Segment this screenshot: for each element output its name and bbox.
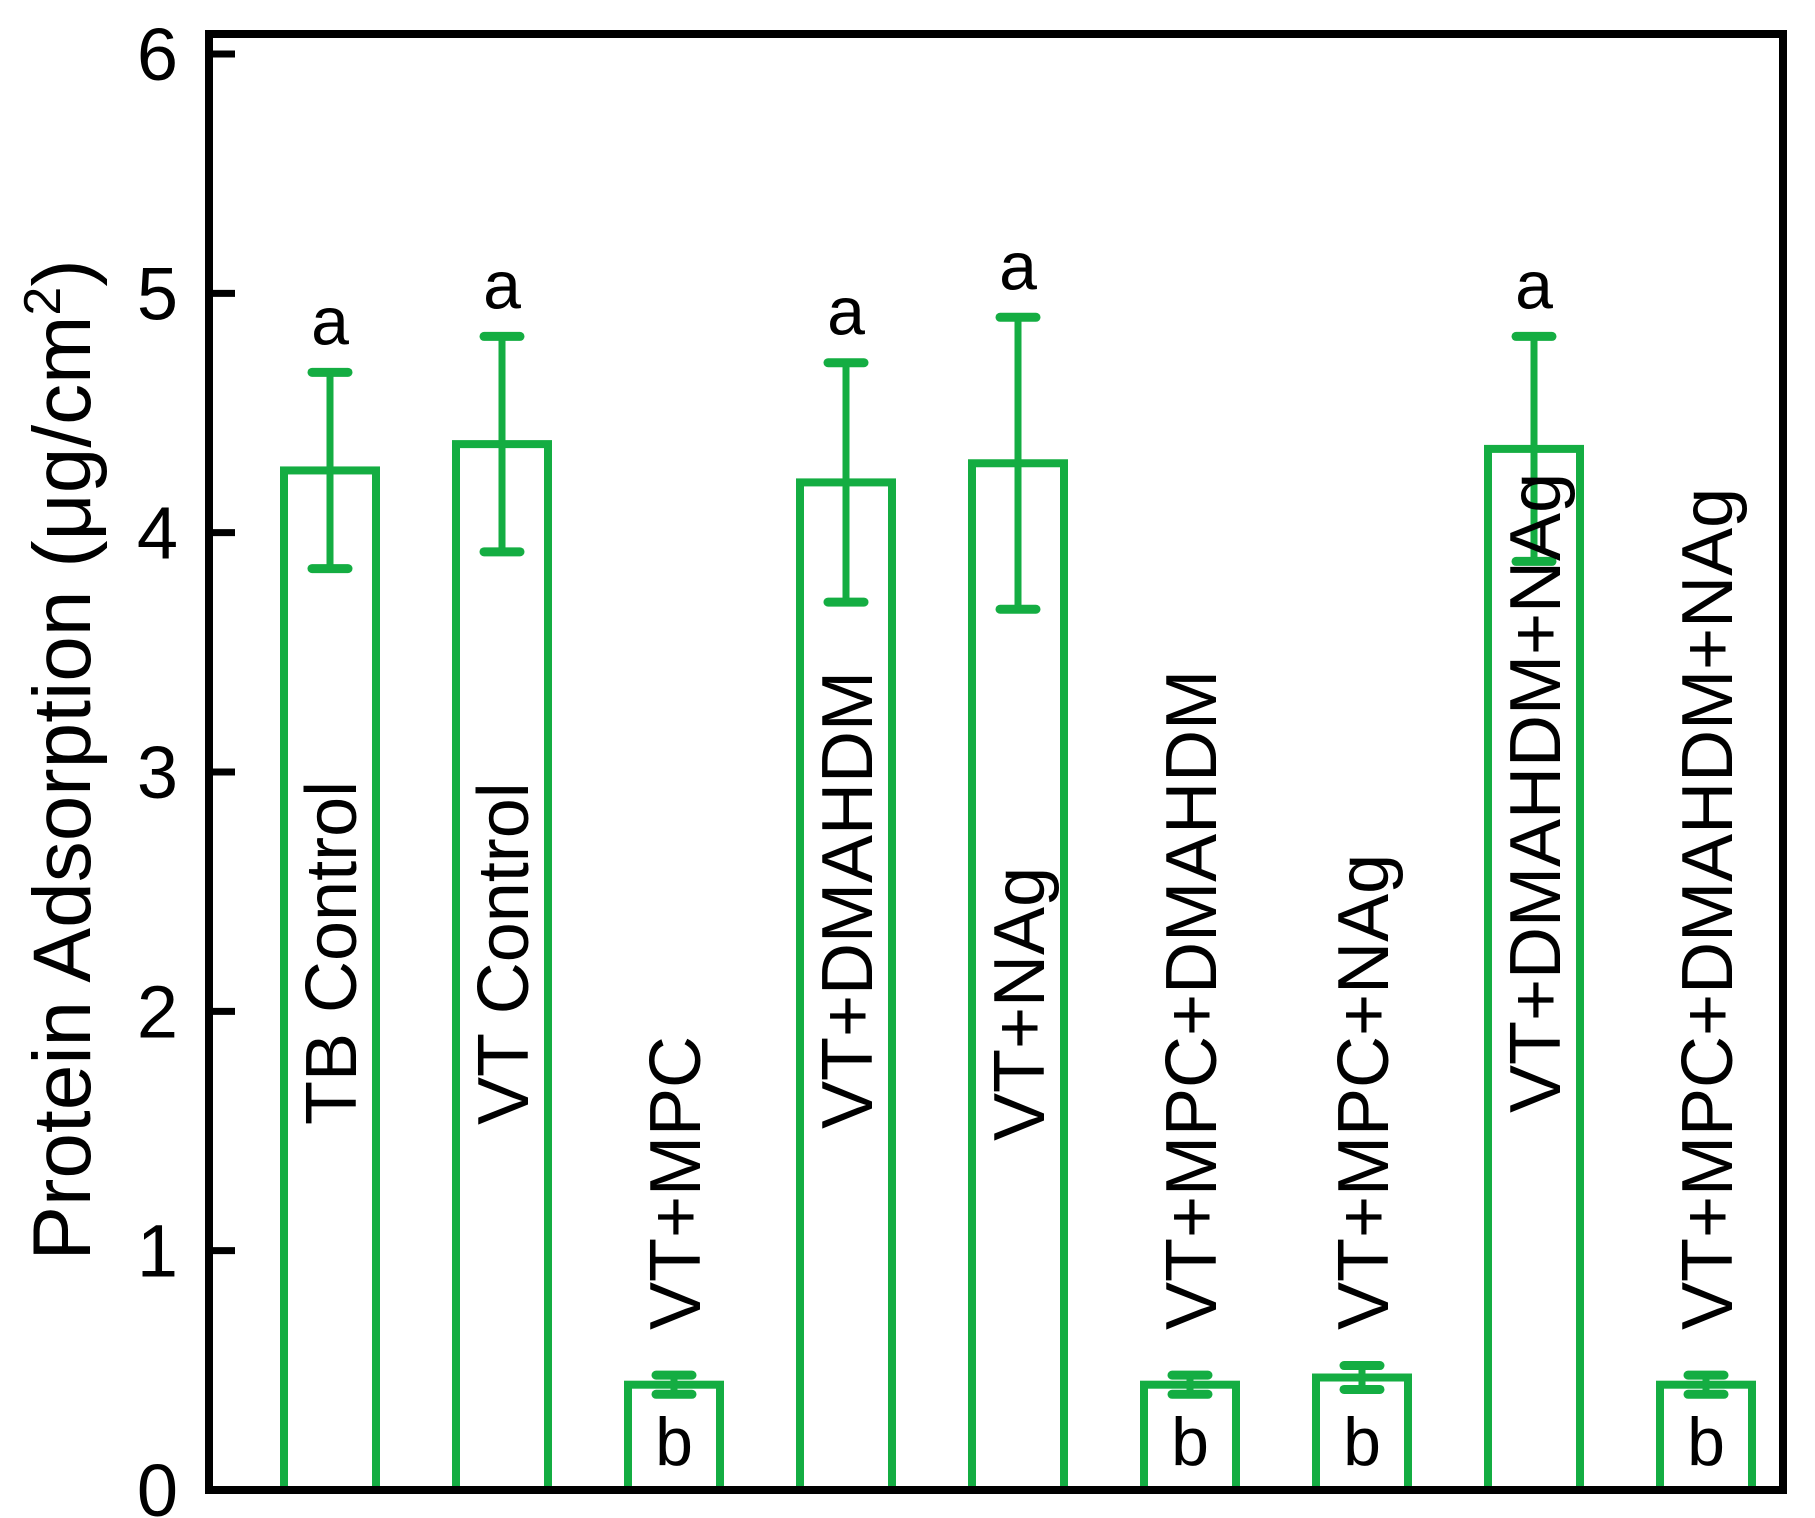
significance-label: a (1515, 247, 1553, 323)
y-axis-label: Protein Adsorption (μg/cm2) (14, 259, 108, 1260)
y-tick-label: 3 (137, 731, 178, 814)
y-axis-label-main: Protein Adsorption (μg/cm (17, 316, 108, 1261)
category-label: VT+NAg (980, 867, 1060, 1141)
significance-label: b (1171, 1404, 1209, 1480)
significance-label: a (827, 274, 865, 350)
category-label: VT Control (464, 782, 544, 1125)
category-label: VT+MPC+DMAHDM+NAg (1668, 488, 1748, 1330)
labels-layer: a TB Control a VT Control b VT+MPC a VT+DMAHDM a… (292, 228, 1748, 1480)
significance-label: a (999, 228, 1037, 304)
category-label: VT+DMAHDM (808, 671, 888, 1129)
error-bars-layer (307, 312, 1729, 1399)
y-axis-label-superscript: 2 (14, 287, 72, 316)
category-label: VT+MPC+NAg (1324, 854, 1404, 1330)
significance-label: b (1343, 1404, 1381, 1480)
significance-label: a (311, 283, 349, 359)
category-label: VT+MPC (636, 1036, 716, 1330)
y-axis: 0 1 2 3 4 5 6 (137, 13, 235, 1518)
y-tick-label: 0 (137, 1449, 178, 1518)
significance-label: b (655, 1404, 693, 1480)
y-tick-label: 5 (137, 252, 178, 335)
y-tick-label: 2 (137, 970, 178, 1053)
significance-label: a (483, 247, 521, 323)
category-label: VT+MPC+DMAHDM (1152, 670, 1232, 1330)
plot-frame (205, 30, 1787, 1494)
bar (1140, 1380, 1240, 1495)
category-label: VT+DMAHDM+NAg (1496, 473, 1576, 1113)
bar (1484, 444, 1584, 1494)
bar (796, 478, 896, 1494)
y-tick-label: 6 (137, 13, 178, 96)
category-label: TB Control (292, 781, 372, 1125)
y-tick-label: 1 (137, 1210, 178, 1293)
significance-label: b (1687, 1404, 1725, 1480)
y-axis-label-close: ) (17, 259, 108, 286)
y-tick-label: 4 (137, 492, 178, 575)
